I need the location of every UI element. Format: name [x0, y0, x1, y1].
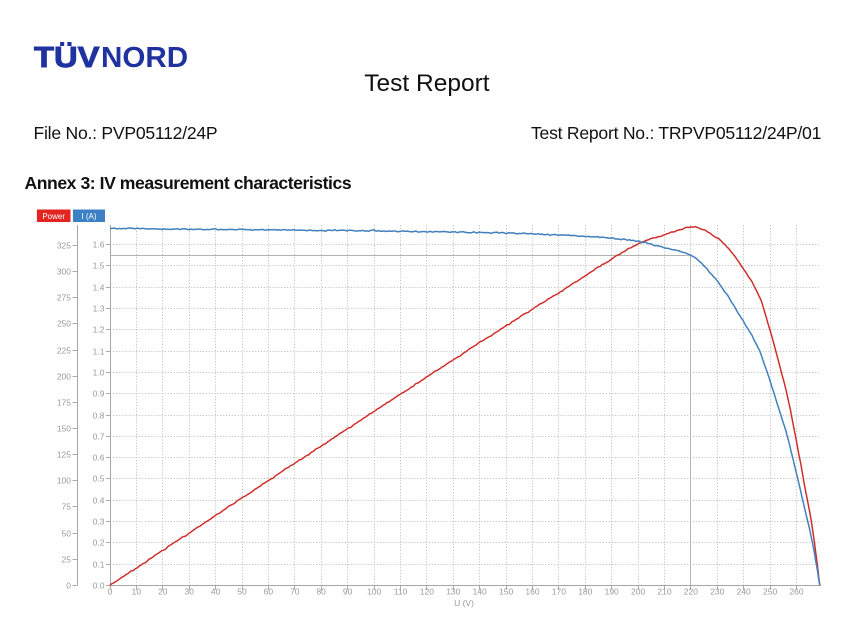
svg-text:0.6: 0.6	[93, 453, 105, 463]
svg-text:190: 190	[605, 587, 619, 597]
svg-text:1.5: 1.5	[93, 261, 105, 271]
svg-text:25: 25	[62, 555, 72, 565]
svg-text:275: 275	[57, 293, 71, 303]
svg-text:220: 220	[684, 587, 698, 597]
svg-text:175: 175	[57, 398, 71, 408]
svg-text:30: 30	[184, 587, 194, 597]
svg-text:0.8: 0.8	[93, 411, 105, 421]
svg-text:0: 0	[108, 587, 113, 597]
svg-text:0.4: 0.4	[93, 496, 105, 506]
svg-text:I (A): I (A)	[81, 212, 96, 221]
svg-text:U (V): U (V)	[454, 598, 474, 608]
svg-text:160: 160	[525, 587, 539, 597]
svg-text:0.7: 0.7	[93, 432, 105, 442]
svg-text:50: 50	[237, 587, 247, 597]
svg-text:20: 20	[158, 587, 168, 597]
svg-text:100: 100	[57, 476, 71, 486]
svg-text:1.3: 1.3	[93, 304, 105, 314]
svg-text:0.0: 0.0	[93, 581, 105, 591]
svg-text:230: 230	[710, 587, 724, 597]
svg-text:90: 90	[343, 587, 353, 597]
svg-text:150: 150	[499, 587, 513, 597]
svg-text:1.1: 1.1	[93, 347, 105, 357]
svg-text:200: 200	[631, 587, 645, 597]
svg-text:325: 325	[57, 241, 71, 251]
svg-text:80: 80	[316, 587, 326, 597]
svg-text:250: 250	[57, 319, 71, 329]
svg-text:0.5: 0.5	[93, 474, 105, 484]
svg-text:0.3: 0.3	[93, 517, 105, 527]
svg-text:0.2: 0.2	[93, 538, 105, 548]
svg-text:50: 50	[62, 529, 72, 539]
svg-text:170: 170	[552, 587, 566, 597]
svg-text:60: 60	[264, 587, 274, 597]
svg-text:210: 210	[657, 587, 671, 597]
svg-text:0.1: 0.1	[93, 560, 105, 570]
svg-text:180: 180	[578, 587, 592, 597]
svg-text:100: 100	[367, 587, 381, 597]
svg-text:Power: Power	[42, 212, 65, 221]
svg-text:0.9: 0.9	[93, 389, 105, 399]
svg-text:240: 240	[737, 587, 751, 597]
svg-text:120: 120	[420, 587, 434, 597]
svg-text:150: 150	[57, 424, 71, 434]
svg-text:75: 75	[62, 502, 72, 512]
svg-text:260: 260	[789, 587, 803, 597]
svg-text:1.6: 1.6	[93, 240, 105, 250]
svg-text:1.4: 1.4	[93, 283, 105, 293]
svg-text:0: 0	[66, 581, 71, 591]
svg-text:40: 40	[211, 587, 221, 597]
svg-text:10: 10	[132, 587, 142, 597]
svg-text:1.2: 1.2	[93, 325, 105, 335]
svg-text:70: 70	[290, 587, 300, 597]
svg-text:140: 140	[473, 587, 487, 597]
svg-text:130: 130	[446, 587, 460, 597]
svg-text:300: 300	[57, 267, 71, 277]
svg-text:200: 200	[57, 372, 71, 382]
svg-text:125: 125	[57, 450, 71, 460]
svg-text:1.0: 1.0	[93, 368, 105, 378]
svg-text:225: 225	[57, 346, 71, 356]
svg-text:110: 110	[394, 587, 408, 597]
svg-text:250: 250	[763, 587, 777, 597]
